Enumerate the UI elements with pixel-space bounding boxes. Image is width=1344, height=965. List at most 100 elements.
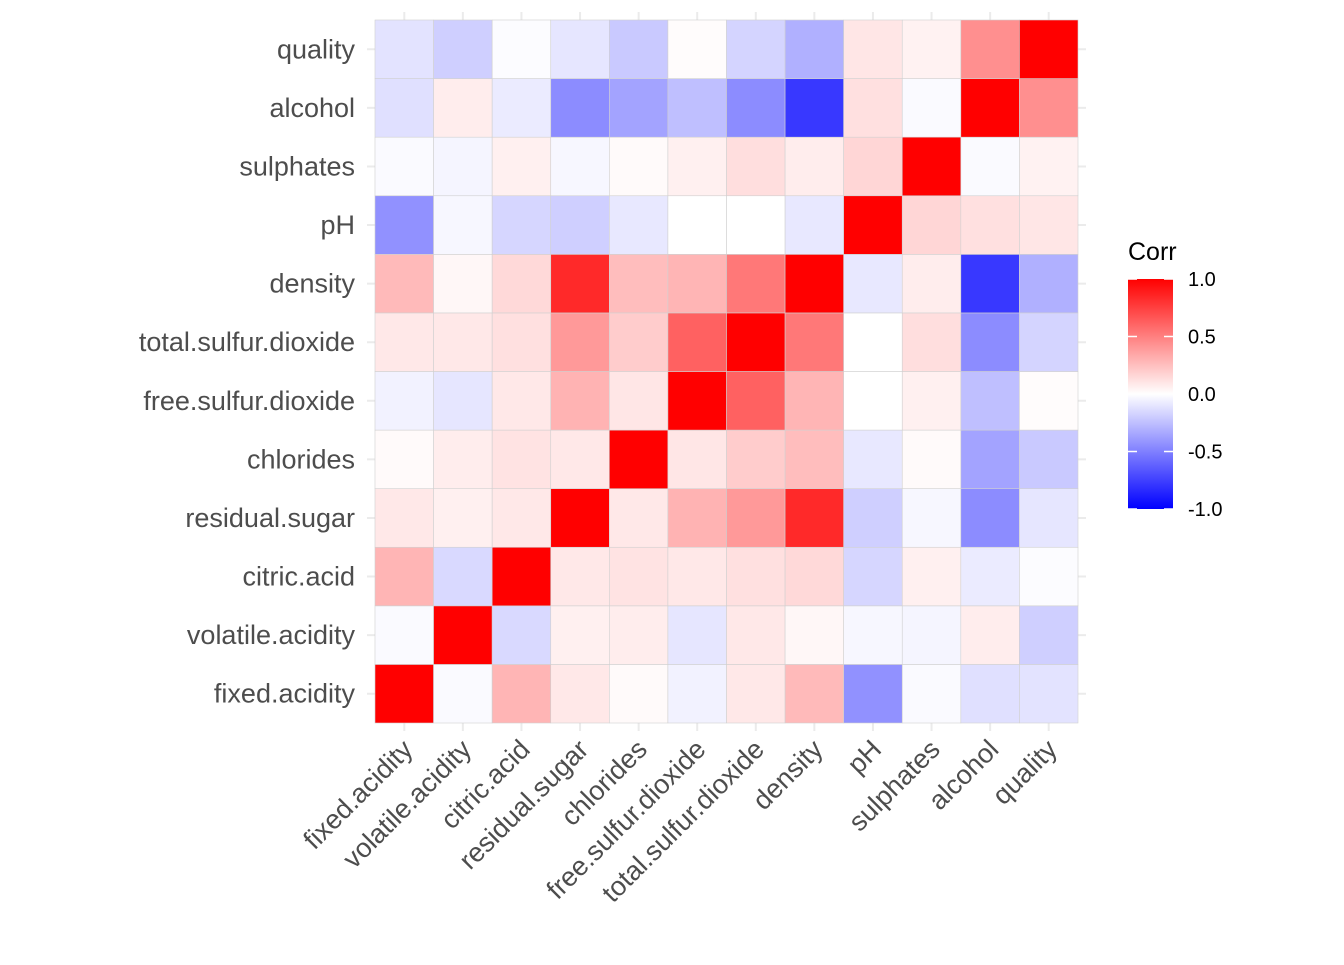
heatmap-cell-chlorides-sulphates	[901, 429, 962, 489]
heatmap-cell-chlorides-alcohol	[960, 429, 1020, 489]
heatmap-cell-total.sulfur.dioxide-free.sulfur.dioxide	[667, 312, 727, 372]
heatmap-cell-sulphates-volatile.acidity	[433, 136, 493, 197]
legend-tick-label: 1.0	[1188, 269, 1216, 291]
heatmap-cell-quality-sulphates	[901, 19, 962, 79]
heatmap-cell-free.sulfur.dioxide-chlorides	[609, 371, 669, 431]
heatmap-cell-citric.acid-quality	[1019, 546, 1079, 607]
heatmap-cell-free.sulfur.dioxide-volatile.acidity	[433, 371, 493, 431]
heatmap-cell-pH-free.sulfur.dioxide	[667, 195, 727, 255]
heatmap-cell-volatile.acidity-residual.sugar	[550, 605, 610, 665]
heatmap-cell-quality-alcohol	[960, 19, 1020, 79]
heatmap-cell-chlorides-total.sulfur.dioxide	[726, 429, 786, 489]
y-tick-label: quality	[277, 34, 356, 64]
heatmap-cell-citric.acid-pH	[843, 546, 903, 607]
heatmap-cell-quality-fixed.acidity	[374, 19, 434, 79]
heatmap-cell-chlorides-quality	[1019, 429, 1079, 489]
heatmap-cell-chlorides-residual.sugar	[550, 429, 610, 489]
heatmap-cell-chlorides-free.sulfur.dioxide	[667, 429, 727, 489]
y-tick-label: volatile.acidity	[187, 620, 356, 650]
heatmap-cell-density-fixed.acidity	[374, 254, 434, 314]
heatmap-cell-alcohol-total.sulfur.dioxide	[726, 78, 786, 138]
y-tick-label: pH	[320, 210, 355, 240]
heatmap-cell-sulphates-sulphates	[901, 136, 962, 197]
heatmap-cell-citric.acid-volatile.acidity	[433, 546, 493, 607]
heatmap-cell-total.sulfur.dioxide-volatile.acidity	[433, 312, 493, 372]
heatmap-cell-quality-density	[784, 19, 844, 79]
heatmap-cell-citric.acid-alcohol	[960, 546, 1020, 607]
heatmap-cell-residual.sugar-chlorides	[609, 488, 669, 548]
heatmap-cell-total.sulfur.dioxide-density	[784, 312, 844, 372]
heatmap-cell-free.sulfur.dioxide-quality	[1019, 371, 1079, 431]
heatmap-cell-pH-pH	[843, 195, 903, 255]
heatmap-cell-residual.sugar-fixed.acidity	[374, 488, 434, 548]
legend-title: Corr	[1128, 238, 1177, 266]
heatmap-cell-pH-residual.sugar	[550, 195, 610, 255]
y-tick-label: free.sulfur.dioxide	[143, 386, 355, 416]
x-tick-label: pH	[842, 734, 888, 780]
heatmap-cell-sulphates-free.sulfur.dioxide	[667, 136, 727, 197]
heatmap-cell-quality-free.sulfur.dioxide	[667, 19, 727, 79]
heatmap-cell-density-chlorides	[609, 254, 669, 314]
heatmap-cell-pH-citric.acid	[491, 195, 552, 255]
heatmap-cell-alcohol-residual.sugar	[550, 78, 610, 138]
heatmap-cell-pH-alcohol	[960, 195, 1020, 255]
heatmap-cell-pH-quality	[1019, 195, 1079, 255]
heatmap-cell-density-free.sulfur.dioxide	[667, 254, 727, 314]
y-tick-label: chlorides	[247, 444, 355, 474]
heatmap-cell-alcohol-sulphates	[901, 78, 962, 138]
legend-tick-label: -1.0	[1188, 499, 1222, 521]
heatmap-cell-fixed.acidity-fixed.acidity	[374, 664, 434, 724]
heatmap-cell-residual.sugar-residual.sugar	[550, 488, 610, 548]
heatmap-cell-total.sulfur.dioxide-sulphates	[901, 312, 962, 372]
heatmap-cell-total.sulfur.dioxide-quality	[1019, 312, 1079, 372]
heatmap-cell-citric.acid-fixed.acidity	[374, 546, 434, 607]
heatmap-cell-quality-pH	[843, 19, 903, 79]
heatmap-cell-total.sulfur.dioxide-fixed.acidity	[374, 312, 434, 372]
legend-tick-label: 0.0	[1188, 384, 1216, 406]
y-tick-label: citric.acid	[242, 562, 355, 592]
heatmap-cell-residual.sugar-sulphates	[901, 488, 962, 548]
heatmap-cell-pH-fixed.acidity	[374, 195, 434, 255]
heatmap-cell-fixed.acidity-chlorides	[609, 664, 669, 724]
heatmap-cell-density-total.sulfur.dioxide	[726, 254, 786, 314]
heatmap-cell-total.sulfur.dioxide-total.sulfur.dioxide	[726, 312, 786, 372]
heatmap-cell-sulphates-citric.acid	[491, 136, 552, 197]
heatmap-cell-sulphates-pH	[843, 136, 903, 197]
heatmap-cell-citric.acid-density	[784, 546, 844, 607]
legend-tick-label: 0.5	[1188, 327, 1216, 349]
heatmap-cell-chlorides-chlorides	[609, 429, 669, 489]
heatmap-cell-alcohol-pH	[843, 78, 903, 138]
heatmap-cell-citric.acid-total.sulfur.dioxide	[726, 546, 786, 607]
heatmap-cell-alcohol-volatile.acidity	[433, 78, 493, 138]
heatmap-cell-density-alcohol	[960, 254, 1020, 314]
heatmap-cell-free.sulfur.dioxide-free.sulfur.dioxide	[667, 371, 727, 431]
heatmap-cell-density-volatile.acidity	[433, 254, 493, 314]
heatmap-cell-quality-quality	[1019, 19, 1079, 79]
heatmap-cell-volatile.acidity-alcohol	[960, 605, 1020, 665]
heatmap-cell-alcohol-chlorides	[609, 78, 669, 138]
heatmap-cell-residual.sugar-quality	[1019, 488, 1079, 548]
heatmap-cell-free.sulfur.dioxide-alcohol	[960, 371, 1020, 431]
heatmap-cell-density-density	[784, 254, 844, 314]
heatmap-cell-sulphates-residual.sugar	[550, 136, 610, 197]
heatmap-cell-fixed.acidity-volatile.acidity	[433, 664, 493, 724]
heatmap-cell-residual.sugar-total.sulfur.dioxide	[726, 488, 786, 548]
heatmap-cell-alcohol-density	[784, 78, 844, 138]
y-tick-label: sulphates	[239, 151, 355, 181]
legend-tick-label: -0.5	[1188, 442, 1222, 464]
heatmap-cell-free.sulfur.dioxide-fixed.acidity	[374, 371, 434, 431]
heatmap-cell-pH-density	[784, 195, 844, 255]
heatmap-cell-total.sulfur.dioxide-citric.acid	[491, 312, 552, 372]
legend: Corr 1.0 0.5 0.0 -0.5 -1.0	[1128, 238, 1222, 521]
heatmap-cell-free.sulfur.dioxide-residual.sugar	[550, 371, 610, 431]
heatmap-cell-free.sulfur.dioxide-pH	[843, 371, 903, 431]
heatmap-cell-pH-total.sulfur.dioxide	[726, 195, 786, 255]
heatmap-cells	[374, 19, 1079, 724]
heatmap-cell-sulphates-alcohol	[960, 136, 1020, 197]
heatmap-cell-volatile.acidity-chlorides	[609, 605, 669, 665]
heatmap-cell-residual.sugar-alcohol	[960, 488, 1020, 548]
heatmap-cell-quality-citric.acid	[491, 19, 552, 79]
heatmap-cell-density-citric.acid	[491, 254, 552, 314]
heatmap-cell-volatile.acidity-total.sulfur.dioxide	[726, 605, 786, 665]
